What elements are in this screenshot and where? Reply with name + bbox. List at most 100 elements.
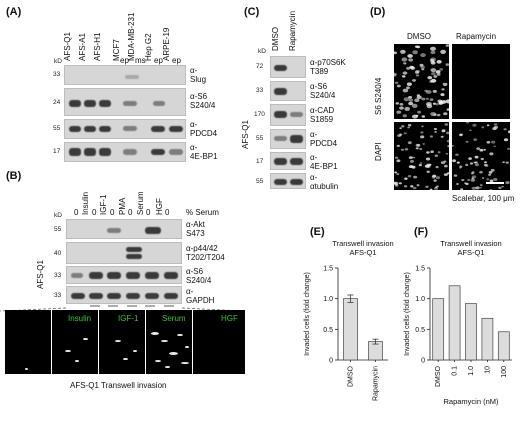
treatment-label: PMA <box>118 197 127 215</box>
treatment-label: Serum <box>136 191 145 215</box>
lane-label: AFS-H1 <box>93 32 102 61</box>
cell-dot <box>444 164 448 168</box>
kd-label: kD <box>54 58 62 65</box>
row-label: α- 4E-BP1 <box>310 153 338 171</box>
cell-dot <box>447 145 449 148</box>
cell-dot <box>398 182 402 185</box>
cell-dot <box>440 100 444 103</box>
cell-dot <box>468 157 472 160</box>
cell-dot <box>488 173 492 176</box>
cell-dot <box>489 179 494 183</box>
cell-dot <box>399 133 403 136</box>
cell-dot <box>469 129 472 132</box>
cell-dot <box>465 163 469 166</box>
cell-dot <box>406 82 412 86</box>
kd-value: 72 <box>256 63 264 70</box>
row-label: α- 4E-BP1 <box>190 143 218 161</box>
serum-value: 0 <box>146 208 151 217</box>
cell-dot <box>493 178 498 181</box>
cell-dot <box>402 71 408 75</box>
cell-dot <box>421 115 425 118</box>
cell-dot <box>493 123 498 126</box>
cell-dot <box>430 68 437 73</box>
cell-dot <box>395 183 398 186</box>
cell-dot <box>445 63 449 66</box>
chart-title: Transwell invasion <box>332 239 393 248</box>
micro-caption: AFS-Q1 Transwell invasion <box>70 381 167 390</box>
cell-dot <box>407 124 412 127</box>
cell-dot <box>440 135 444 138</box>
cell-dot <box>404 148 409 151</box>
cell-dot <box>435 70 441 74</box>
kd-value: 55 <box>256 135 264 142</box>
cell-dot <box>415 74 419 77</box>
cell-dot <box>420 131 424 134</box>
cell-dot <box>413 175 418 179</box>
micro-label: HGF <box>221 314 238 323</box>
blot-pdcd4 <box>64 119 186 139</box>
cell-dot <box>461 178 465 182</box>
cell-dot <box>474 155 479 159</box>
bar <box>432 298 445 361</box>
cell-dot <box>430 60 435 64</box>
row-label: α- GAPDH <box>186 287 215 305</box>
x-tick-label: 0.1 <box>452 366 459 376</box>
cell-dot <box>399 127 402 130</box>
blot-cad <box>270 104 306 126</box>
cell-dot <box>458 133 463 137</box>
panel-c-letter: (C) <box>244 6 260 18</box>
cell-dot <box>446 139 449 143</box>
cell-dot <box>453 174 458 177</box>
cell-dot <box>436 185 439 188</box>
cell-dot <box>401 125 405 128</box>
cell-dot <box>489 189 493 190</box>
cell-dot <box>476 147 481 150</box>
cell-dot <box>430 50 436 55</box>
kd-value: 24 <box>53 99 61 106</box>
blot-s6-b <box>66 266 182 284</box>
micro-rapa-dapi <box>452 122 510 190</box>
blot-akt <box>66 219 182 239</box>
cell-dot <box>404 177 408 180</box>
cell-dot <box>471 172 474 175</box>
sub-label: ep <box>120 56 129 65</box>
cell-dot <box>412 114 418 119</box>
kd-value: 55 <box>53 125 61 132</box>
row-label: α- PDCD4 <box>190 120 218 138</box>
cell-dot <box>394 72 397 77</box>
cell-dot <box>430 150 434 153</box>
cell-dot <box>421 125 424 128</box>
micro-dmso-dapi <box>394 122 449 190</box>
cell-dot <box>419 147 423 151</box>
scalebar-caption: Scalebar, 100 μm <box>452 194 515 203</box>
cell-dot <box>412 156 416 159</box>
micro-label: Insulin <box>68 314 92 323</box>
cell-dot <box>407 141 412 145</box>
y-tick-label: 1.5 <box>323 266 333 273</box>
bar <box>448 285 461 361</box>
row-label: α-p44/42 T202/T204 <box>186 244 225 262</box>
cell-dot <box>456 161 460 164</box>
cell-dot <box>479 184 483 187</box>
cell-dot <box>437 113 441 117</box>
cell-dot <box>430 46 436 51</box>
cell-dot <box>425 185 429 188</box>
cell-dot <box>432 102 436 105</box>
serum-value: 0 <box>74 208 79 217</box>
cell-dot <box>441 161 444 164</box>
cell-dot <box>435 176 440 180</box>
cell-dot <box>421 97 426 101</box>
cell-dot <box>441 129 446 133</box>
cell-dot <box>472 123 477 127</box>
cell-dot <box>459 165 463 168</box>
cell-dot <box>410 160 414 163</box>
cell-dot <box>424 89 428 92</box>
treatment-label: HGF <box>155 198 164 215</box>
cell-dot <box>394 171 398 174</box>
cell-dot <box>394 81 399 84</box>
cell-dot <box>396 159 401 163</box>
cell-dot <box>399 103 404 106</box>
bar <box>481 317 494 361</box>
cell-dot <box>415 147 419 150</box>
